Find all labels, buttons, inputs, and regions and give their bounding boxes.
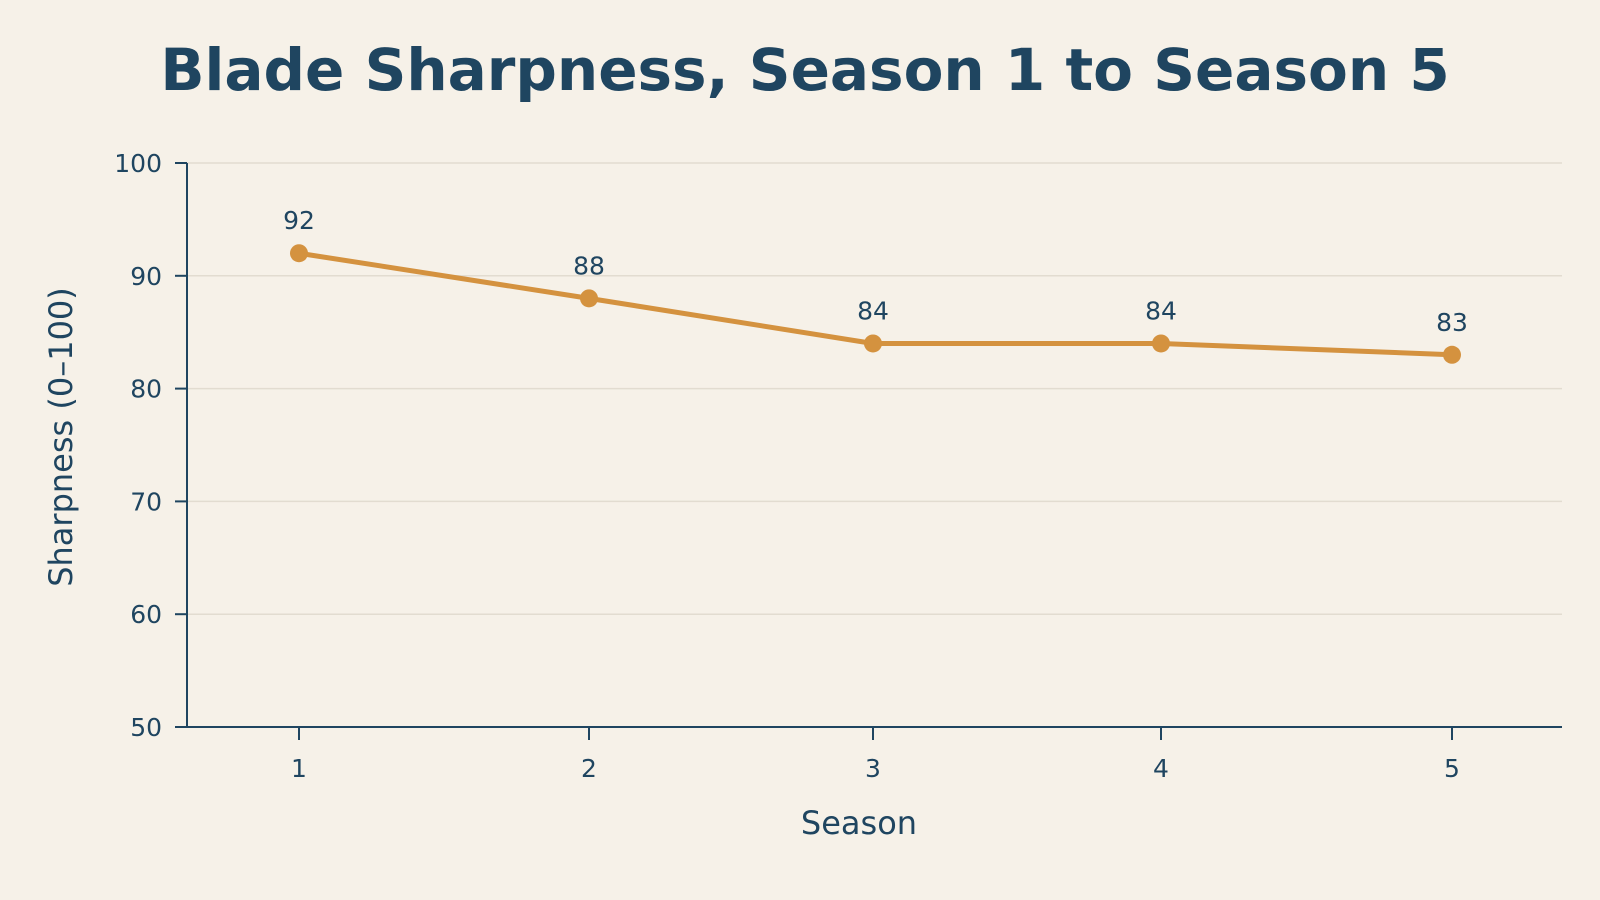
series-line-group: 92 88 84 84 83 bbox=[283, 206, 1468, 364]
chart-title: Blade Sharpness, Season 1 to Season 5 bbox=[160, 36, 1450, 104]
data-label-2: 88 bbox=[573, 251, 605, 280]
x-tick-label-2: 2 bbox=[581, 754, 597, 783]
y-tick-label-70: 70 bbox=[130, 487, 162, 516]
data-label-4: 84 bbox=[1145, 296, 1177, 325]
data-label-5: 83 bbox=[1436, 308, 1468, 337]
y-tick-label-80: 80 bbox=[130, 375, 162, 404]
x-tick-label-5: 5 bbox=[1444, 754, 1460, 783]
data-point-5 bbox=[1443, 345, 1461, 364]
data-label-3: 84 bbox=[857, 296, 889, 325]
data-point-3 bbox=[864, 334, 882, 353]
data-point-1 bbox=[290, 244, 308, 263]
y-axis-title: Sharpness (0–100) bbox=[42, 287, 80, 587]
data-point-4 bbox=[1152, 334, 1170, 353]
y-ticks: 50 60 70 80 90 100 bbox=[114, 149, 187, 742]
x-tick-label-1: 1 bbox=[291, 754, 307, 783]
y-tick-label-50: 50 bbox=[130, 713, 162, 742]
x-tick-label-4: 4 bbox=[1153, 754, 1169, 783]
y-tick-label-100: 100 bbox=[114, 149, 162, 178]
x-ticks: 1 2 3 4 5 bbox=[291, 727, 1460, 783]
axes bbox=[186, 163, 1562, 728]
x-axis-title: Season bbox=[801, 804, 917, 842]
y-tick-label-90: 90 bbox=[130, 262, 162, 291]
x-tick-label-3: 3 bbox=[865, 754, 881, 783]
y-tick-label-60: 60 bbox=[130, 600, 162, 629]
gridlines bbox=[187, 162, 1562, 615]
data-point-2 bbox=[580, 289, 598, 308]
data-label-1: 92 bbox=[283, 206, 315, 235]
